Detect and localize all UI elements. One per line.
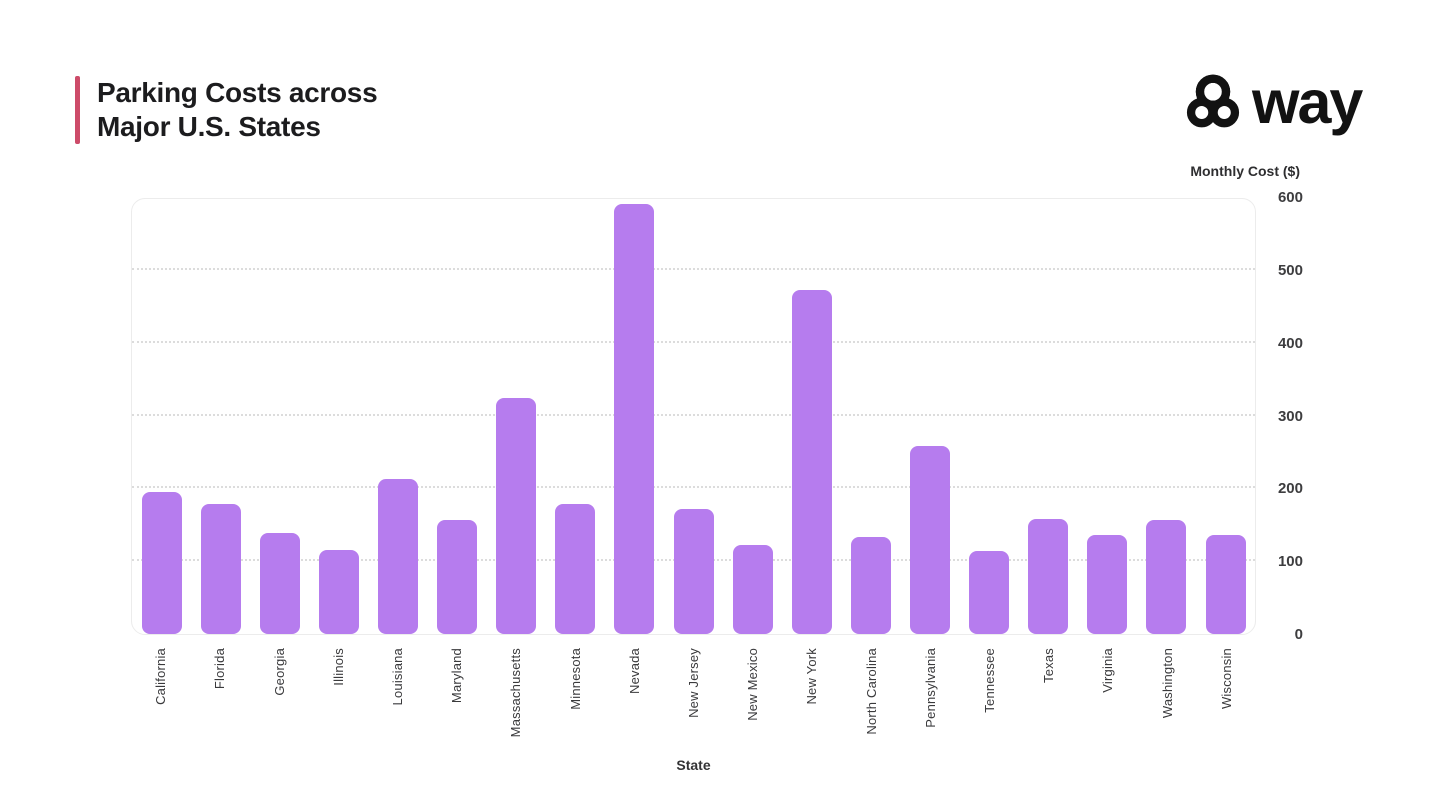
bar-illinois xyxy=(318,549,359,634)
bar-slot xyxy=(1137,199,1196,634)
bar-new-york xyxy=(791,290,832,634)
bar-washington xyxy=(1146,519,1187,634)
way-trefoil-icon xyxy=(1183,74,1243,138)
x-tick-label: Louisiana xyxy=(389,648,405,706)
y-axis-ticks: 0 100 200 300 400 500 600 xyxy=(1263,189,1303,643)
bar-new-jersey xyxy=(673,509,714,634)
bar-pennsylvania xyxy=(909,446,950,634)
x-tick-label: Tennessee xyxy=(981,648,997,713)
x-tick-label: Pennsylvania xyxy=(922,648,938,728)
x-tick-label: Florida xyxy=(212,648,228,690)
bar-slot xyxy=(841,199,900,634)
bar-slot xyxy=(546,199,605,634)
x-tick-label: Minnesota xyxy=(567,648,583,710)
y-tick-label: 0 xyxy=(1294,626,1303,643)
page-title-line1: Parking Costs across xyxy=(97,77,378,108)
page-title-line2: Major U.S. States xyxy=(97,111,321,143)
gridline xyxy=(132,340,1255,343)
bar-slot xyxy=(664,199,723,634)
y-tick-label: 500 xyxy=(1277,261,1303,279)
bar-massachusetts xyxy=(496,398,537,634)
bar-georgia xyxy=(259,532,300,634)
y-tick-label: 600 xyxy=(1277,189,1303,206)
x-tick-label: California xyxy=(153,648,169,705)
bar-slot xyxy=(782,199,841,634)
bar-slot xyxy=(1196,199,1255,634)
gridline xyxy=(132,413,1255,416)
bar-texas xyxy=(1028,518,1069,634)
title-accent-bar xyxy=(75,76,80,145)
x-tick-label: Nevada xyxy=(626,648,642,695)
chart-panel xyxy=(131,198,1256,635)
x-tick-label: Washington xyxy=(1159,648,1175,719)
gridline xyxy=(132,267,1255,270)
bar-slot xyxy=(1019,199,1078,634)
bar-slot xyxy=(487,199,546,634)
bar-maryland xyxy=(437,519,478,634)
bar-slot xyxy=(723,199,782,634)
x-tick-label: New York xyxy=(804,648,820,705)
bar-nevada xyxy=(614,204,655,634)
x-tick-label: Wisconsin xyxy=(1218,648,1234,710)
x-tick-label: Georgia xyxy=(271,648,287,696)
x-tick-label: New Mexico xyxy=(745,648,761,721)
bar-minnesota xyxy=(555,504,596,634)
bar-new-mexico xyxy=(732,545,773,634)
x-tick-label: New Jersey xyxy=(685,648,701,718)
bars xyxy=(132,199,1255,634)
bar-slot xyxy=(250,199,309,634)
bar-slot xyxy=(428,199,487,634)
y-tick-label: 300 xyxy=(1277,407,1303,425)
bar-slot xyxy=(900,199,959,634)
bar-florida xyxy=(200,504,241,634)
bar-slot xyxy=(960,199,1019,634)
bar-slot xyxy=(132,199,191,634)
bar-wisconsin xyxy=(1205,534,1246,634)
bar-tennessee xyxy=(969,550,1010,634)
x-axis-title: State xyxy=(676,757,711,773)
bar-slot xyxy=(191,199,250,634)
x-tick-label: Virginia xyxy=(1100,648,1116,693)
page-title: Parking Costs across Major U.S. States xyxy=(97,76,378,144)
x-tick-label: Massachusetts xyxy=(508,648,524,738)
bar-louisiana xyxy=(377,478,418,634)
y-tick-label: 400 xyxy=(1277,334,1303,352)
way-logo-text: way xyxy=(1252,68,1363,136)
page-header: Parking Costs across Major U.S. States xyxy=(75,76,378,145)
bar-california xyxy=(141,491,182,634)
bar-north-carolina xyxy=(850,537,891,634)
bar-slot xyxy=(1078,199,1137,634)
x-tick-label: North Carolina xyxy=(863,648,879,735)
bar-slot xyxy=(605,199,664,634)
y-tick-label: 200 xyxy=(1277,480,1303,498)
way-logo: way xyxy=(1183,68,1363,139)
bar-slot xyxy=(368,199,427,634)
y-tick-label: 100 xyxy=(1277,553,1303,571)
bar-slot xyxy=(309,199,368,634)
bar-virginia xyxy=(1087,534,1128,634)
y-axis-title: Monthly Cost ($) xyxy=(1190,163,1300,179)
x-tick-label: Texas xyxy=(1041,648,1057,683)
x-tick-label: Illinois xyxy=(330,648,346,686)
gridline xyxy=(132,486,1255,489)
x-tick-label: Maryland xyxy=(449,648,465,704)
